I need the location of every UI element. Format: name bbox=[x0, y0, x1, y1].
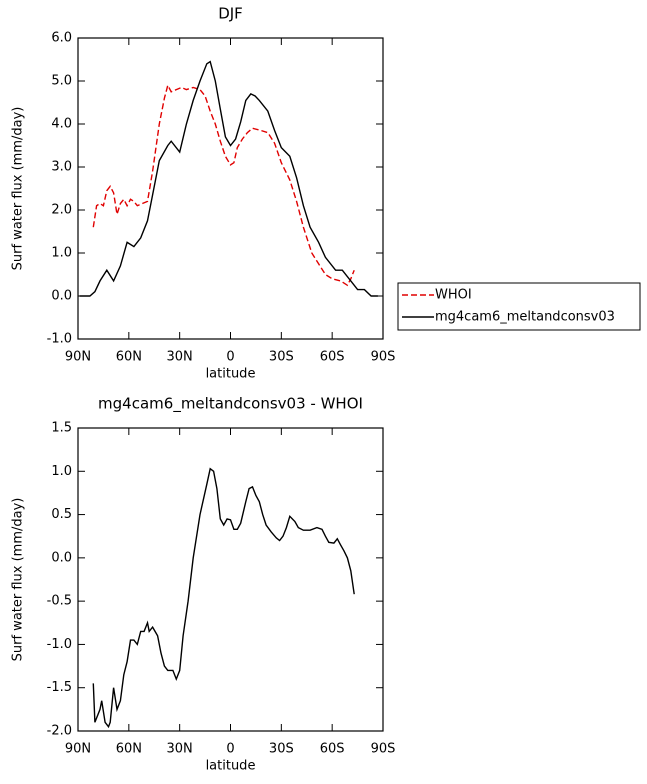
data-line bbox=[79, 60, 378, 297]
x-axis-label: latitude bbox=[206, 759, 256, 774]
y-tick-label: 5.0 bbox=[51, 74, 72, 89]
x-tick-label: 90N bbox=[65, 742, 91, 757]
chart-title: mg4cam6_meltandconsv03 - WHOI bbox=[98, 395, 363, 414]
y-tick-label: 0.0 bbox=[51, 289, 72, 304]
y-tick-label: 0.0 bbox=[51, 550, 72, 565]
data-line bbox=[92, 467, 355, 729]
plot-frame bbox=[77, 427, 384, 732]
data-line bbox=[92, 83, 355, 287]
y-tick-label: 4.0 bbox=[51, 117, 72, 132]
x-tick-label: 0 bbox=[226, 350, 234, 365]
legend-label: WHOI bbox=[435, 288, 472, 303]
x-tick-label: 30N bbox=[167, 742, 193, 757]
x-tick-label: 60S bbox=[320, 350, 345, 365]
x-tick-label: 30S bbox=[269, 742, 294, 757]
y-axis-label: Surf water flux (mm/day) bbox=[11, 107, 26, 271]
y-axis-label: Surf water flux (mm/day) bbox=[11, 498, 26, 662]
y-tick-label: -2.0 bbox=[47, 724, 72, 739]
y-tick-label: 1.5 bbox=[51, 421, 72, 436]
y-tick-label: -0.5 bbox=[47, 594, 72, 609]
plot-frame bbox=[77, 37, 384, 340]
x-axis-label: latitude bbox=[206, 367, 256, 382]
y-tick-label: 1.0 bbox=[51, 246, 72, 261]
y-tick-label: 1.0 bbox=[51, 464, 72, 479]
x-tick-label: 60N bbox=[116, 742, 142, 757]
legend-label: mg4cam6_meltandconsv03 bbox=[435, 310, 615, 325]
legend-box bbox=[397, 282, 641, 331]
y-tick-label: -1.0 bbox=[47, 637, 72, 652]
y-tick-label: -1.5 bbox=[47, 680, 72, 695]
x-tick-label: 30S bbox=[269, 350, 294, 365]
x-tick-label: 60S bbox=[320, 742, 345, 757]
y-tick-label: -1.0 bbox=[47, 332, 72, 347]
x-tick-label: 30N bbox=[167, 350, 193, 365]
y-tick-label: 2.0 bbox=[51, 203, 72, 218]
x-tick-label: 90S bbox=[371, 742, 396, 757]
y-tick-label: 6.0 bbox=[51, 31, 72, 46]
y-tick-label: 3.0 bbox=[51, 160, 72, 175]
y-tick-label: 0.5 bbox=[51, 507, 72, 522]
x-tick-label: 90N bbox=[65, 350, 91, 365]
x-tick-label: 90S bbox=[371, 350, 396, 365]
chart-title: DJF bbox=[218, 5, 243, 23]
x-tick-label: 0 bbox=[226, 742, 234, 757]
x-tick-label: 60N bbox=[116, 350, 142, 365]
